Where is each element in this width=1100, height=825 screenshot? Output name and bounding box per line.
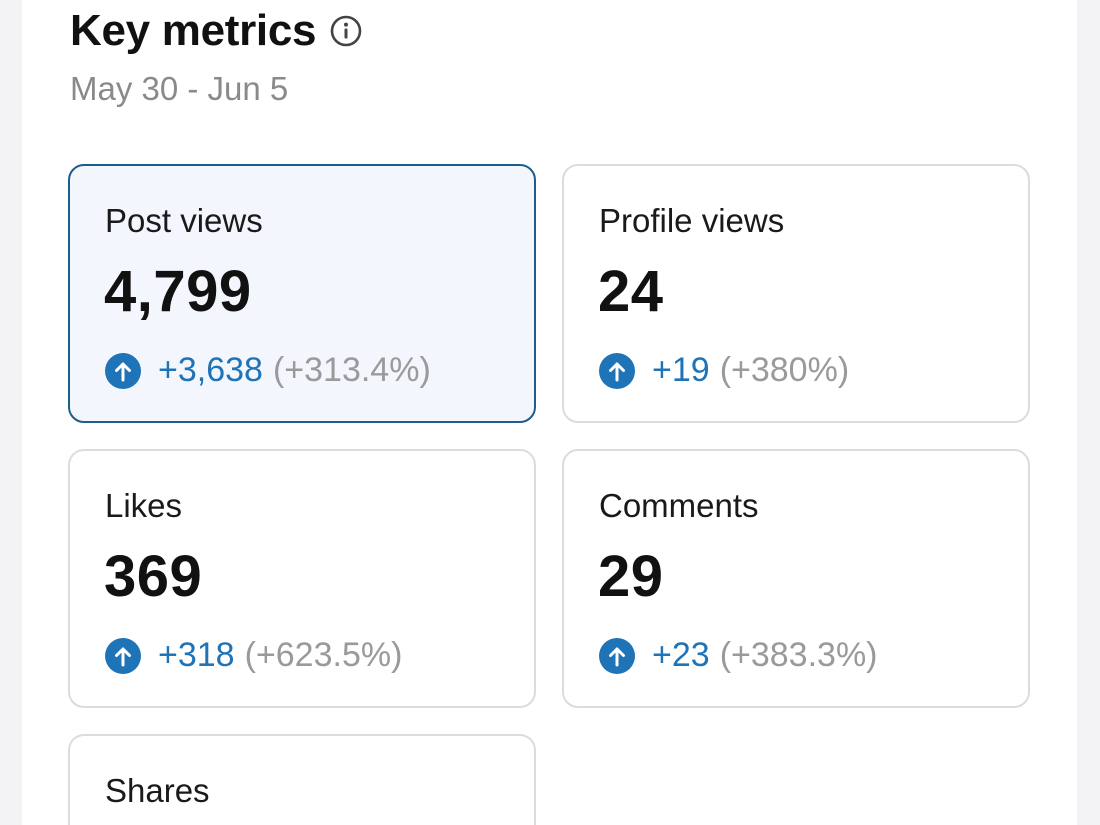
metric-card-likes[interactable]: Likes 369 +318 (+623.5%)	[68, 449, 536, 708]
metric-card-post-views[interactable]: Post views 4,799 +3,638 (+313.4%)	[68, 164, 536, 423]
arrow-up-circle-icon	[105, 637, 141, 674]
metric-delta: +23	[652, 636, 710, 674]
arrow-up-circle-icon	[105, 352, 141, 389]
metric-label: Post views	[105, 202, 263, 239]
metric-percent: (+623.5%)	[244, 636, 403, 674]
metric-delta: +19	[652, 351, 710, 389]
metric-card-profile-views[interactable]: Profile views 24 +19 (+380%)	[562, 164, 1030, 423]
metric-change: +19 (+380%)	[599, 351, 849, 390]
metric-change: +318 (+623.5%)	[105, 636, 402, 675]
metric-value: 4,799	[104, 259, 252, 324]
info-icon[interactable]	[330, 15, 362, 47]
metric-label: Shares	[105, 772, 210, 809]
metric-percent: (+383.3%)	[719, 636, 878, 674]
metric-percent: (+380%)	[719, 351, 850, 389]
metric-delta: +318	[158, 636, 235, 674]
metric-value: 369	[104, 544, 203, 609]
arrow-up-circle-icon	[599, 352, 635, 389]
key-metrics-header: Key metrics	[70, 6, 362, 56]
metric-value: 29	[598, 544, 664, 609]
metric-label: Profile views	[599, 202, 785, 239]
section-title: Key metrics	[70, 6, 317, 55]
metric-change: +3,638 (+313.4%)	[105, 351, 431, 390]
metric-delta: +3,638	[158, 351, 263, 389]
metric-card-shares[interactable]: Shares	[68, 734, 536, 825]
date-range: May 30 - Jun 5	[70, 70, 289, 107]
metric-value: 24	[598, 259, 664, 324]
metric-label: Likes	[105, 487, 183, 524]
metric-percent: (+313.4%)	[272, 351, 431, 389]
arrow-up-circle-icon	[599, 637, 635, 674]
key-metrics-panel: Key metrics May 30 - Jun 5 Post views 4,…	[22, 0, 1077, 825]
metric-card-comments[interactable]: Comments 29 +23 (+383.3%)	[562, 449, 1030, 708]
metric-change: +23 (+383.3%)	[599, 636, 878, 675]
metric-label: Comments	[599, 487, 759, 524]
